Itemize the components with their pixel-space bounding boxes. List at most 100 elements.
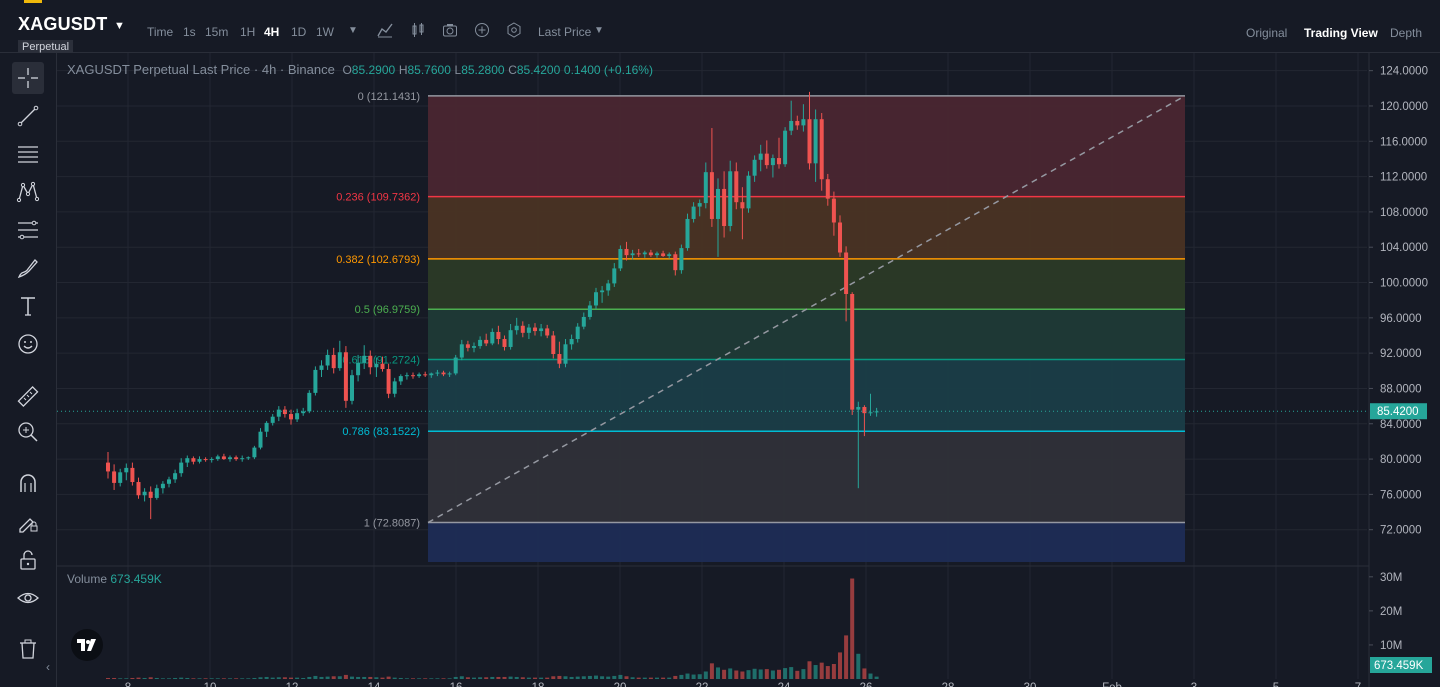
price-tick-label: 96.0000 (1380, 313, 1422, 325)
fib-level-label: 0.618 (91.2724) (342, 355, 420, 367)
candle-body (191, 458, 196, 462)
symbol-dropdown-icon[interactable]: ▼ (114, 20, 125, 32)
last-price-label: 85.4200 (1377, 406, 1419, 418)
crosshair-icon[interactable] (12, 62, 44, 94)
fib-level-label: 0.5 (96.9759) (355, 304, 420, 316)
volume-bar (618, 674, 623, 679)
symbol-title[interactable]: XAGUSDT (18, 14, 108, 34)
pattern-icon[interactable] (12, 176, 44, 208)
view-trading-view[interactable]: Trading View (1304, 26, 1378, 40)
settings-icon[interactable] (505, 22, 523, 40)
candle-body (740, 202, 745, 209)
candle-body (289, 414, 293, 420)
timeframe-1s[interactable]: 1s (183, 25, 196, 39)
volume-bar (667, 677, 672, 679)
timeframe-15m[interactable]: 15m (205, 25, 229, 39)
camera-icon[interactable] (441, 22, 459, 40)
eye-icon[interactable] (12, 582, 44, 614)
candle-body (691, 206, 696, 219)
volume-bar (569, 676, 574, 679)
candle-body (734, 171, 739, 203)
more-timeframes-icon[interactable]: ▼ (348, 25, 358, 36)
volume-bar (752, 668, 757, 679)
candle-body (173, 473, 178, 480)
zoom-in-icon[interactable] (12, 416, 44, 448)
unlock-icon[interactable] (12, 544, 44, 576)
price-tick-label: 124.0000 (1380, 66, 1428, 78)
magnet-icon[interactable] (12, 468, 44, 500)
candle-body (478, 339, 483, 347)
candle-body (118, 472, 123, 483)
add-icon[interactable] (473, 22, 491, 40)
fib-zone (428, 196, 1185, 259)
trend-line-icon[interactable] (12, 100, 44, 132)
timeframe-4h[interactable]: 4H (264, 25, 280, 39)
horizontal-lines-icon[interactable] (12, 138, 44, 170)
view-depth[interactable]: Depth (1390, 26, 1423, 40)
timeframe-time[interactable]: Time (147, 25, 174, 39)
price-tick-label: 100.0000 (1380, 278, 1428, 290)
volume-bar (319, 676, 324, 679)
candle-body (490, 331, 495, 344)
candle-body (716, 188, 720, 219)
price-axis-background (1369, 53, 1440, 687)
candle-body (722, 188, 727, 227)
legend-open: 85.2900 (351, 63, 396, 77)
candle-body (270, 416, 275, 423)
time-tick-label: 28 (942, 682, 955, 687)
candle-body (484, 339, 489, 344)
time-tick-label: 7 (1355, 682, 1361, 687)
volume-bar (118, 678, 123, 679)
volume-bar (441, 678, 446, 679)
time-tick-label: 26 (860, 682, 873, 687)
volume-bar (447, 678, 452, 679)
legend-low: 85.2800 (461, 63, 505, 77)
text-icon[interactable] (12, 290, 44, 322)
collapse-toolbar-icon[interactable]: ‹ (46, 660, 50, 674)
volume-bar (368, 676, 373, 679)
candle-body (679, 248, 684, 271)
brush-icon[interactable] (12, 252, 44, 284)
view-original[interactable]: Original (1246, 26, 1288, 40)
candle-body (160, 483, 165, 489)
volume-bar (484, 677, 489, 679)
legend-low-label: L (454, 63, 462, 77)
candle-body (520, 325, 525, 333)
volume-bar (703, 671, 708, 679)
candle-body (594, 292, 598, 306)
fib-zone (428, 95, 1185, 197)
fib-tool-icon[interactable] (12, 214, 44, 246)
chart-canvas[interactable]: 0 (121.1431) 0.236 (109.7362) 0.382 (102.6… (57, 53, 1440, 687)
volume-bar (167, 678, 171, 679)
candle-body (630, 253, 635, 256)
price-type-chevron-icon[interactable]: ▼ (594, 25, 604, 36)
trash-icon[interactable] (12, 633, 44, 665)
indicators-icon[interactable] (376, 22, 394, 40)
candle-body (813, 119, 818, 164)
candle-body (636, 253, 641, 255)
candle-body (331, 354, 336, 369)
timeframe-1h[interactable]: 1H (240, 25, 256, 39)
candle-body (764, 153, 769, 166)
volume-bar (764, 669, 769, 679)
candle-type-icon[interactable] (409, 22, 427, 40)
volume-bar (435, 678, 440, 679)
volume-bar (722, 669, 727, 679)
ruler-icon[interactable] (12, 380, 44, 412)
timeframe-1w[interactable]: 1W (316, 25, 334, 39)
candle-body (587, 305, 592, 317)
volume-bar (801, 669, 806, 679)
volume-bar (337, 676, 342, 679)
tradingview-logo[interactable] (71, 629, 103, 661)
volume-bar (234, 678, 239, 679)
emoji-icon[interactable] (12, 328, 44, 360)
price-type-select[interactable]: Last Price (538, 25, 592, 39)
lock-draw-icon[interactable] (12, 506, 44, 538)
volume-bar (350, 676, 354, 679)
fib-zone (428, 522, 1185, 562)
candle-body (819, 119, 824, 180)
volume-bar (386, 676, 391, 679)
price-tick-label: 84.0000 (1380, 419, 1422, 431)
timeframe-1d[interactable]: 1D (291, 25, 307, 39)
candle-body (862, 406, 867, 414)
